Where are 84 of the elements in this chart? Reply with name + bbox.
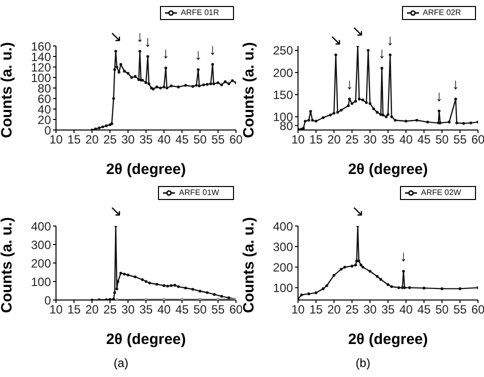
x-tick-label: 60 (471, 132, 484, 147)
x-tick-label: 60 (229, 302, 243, 317)
y-tick-label: 300 (30, 238, 52, 252)
text: (a) (112, 356, 130, 370)
x-tick-label: 30 (363, 302, 377, 317)
x-axis-title: 2θ (degree) (106, 331, 186, 348)
x-tick-label: 45 (175, 132, 189, 147)
annotation: ↓ (208, 41, 216, 58)
x-tick-label: 20 (327, 132, 341, 147)
y-tick-label: 200 (272, 260, 294, 274)
y-tick-label: 200 (272, 66, 294, 80)
annotation: ↘ (351, 23, 364, 40)
x-tick-label: 40 (157, 132, 171, 147)
x-tick-label: 30 (121, 132, 135, 147)
annotation: ↓ (144, 34, 152, 50)
x-tick-label: 60 (471, 302, 484, 317)
annotation: ↘ (109, 28, 122, 46)
x-tick-label: 25 (103, 132, 117, 147)
x-tick-label: 35 (139, 132, 153, 147)
y-axis-title: Counts (a. u.) (0, 217, 16, 313)
x-tick-label: 20 (85, 132, 99, 147)
text: (b) (354, 356, 372, 370)
y-tick-label: 400 (272, 219, 294, 234)
x-tick-label: 10 (49, 132, 63, 147)
x-tick-label: 45 (175, 302, 189, 317)
x-tick-label: 60 (229, 132, 243, 147)
x-tick-label: 55 (453, 132, 467, 147)
x-tick-label: 30 (363, 132, 377, 147)
y-axis-title: Counts (a. u.) (0, 42, 16, 138)
annotation: ↘ (109, 203, 122, 220)
y-tick-label: 100 (30, 274, 52, 289)
annotation: ↘ (351, 203, 364, 220)
x-tick-label: 15 (67, 132, 81, 147)
annotation: ↓ (435, 88, 443, 105)
legend-label: ARFE 01W (178, 188, 219, 198)
annotation: ↓ (400, 248, 408, 266)
y-tick-label: 400 (30, 219, 52, 234)
x-tick-label: 50 (193, 302, 207, 317)
x-tick-label: 10 (49, 302, 63, 317)
annotation: ↓ (346, 76, 354, 94)
x-tick-label: 40 (399, 132, 413, 147)
annotation: ↓ (378, 45, 386, 62)
x-tick-label: 55 (211, 132, 225, 147)
y-tick-label: 300 (272, 240, 294, 254)
x-tick-label: 25 (103, 302, 117, 317)
x-tick-label: 45 (417, 302, 431, 317)
x-tick-label: 25 (345, 302, 359, 317)
x-tick-label: 30 (121, 302, 135, 317)
y-tick-label: 200 (30, 256, 52, 270)
x-tick-label: 40 (399, 302, 413, 317)
x-tick-label: 50 (435, 132, 449, 147)
x-axis-title: 2θ (degree) (106, 161, 186, 178)
legend-label: ARFE 02W (420, 188, 461, 198)
annotation: ↓ (194, 46, 202, 64)
x-tick-label: 20 (327, 302, 341, 317)
x-tick-label: 10 (291, 132, 305, 147)
x-tick-label: 40 (157, 302, 171, 317)
x-tick-label: 55 (211, 302, 225, 317)
x-tick-label: 55 (453, 302, 467, 317)
x-tick-label: 50 (435, 302, 449, 317)
x-tick-label: 15 (309, 132, 323, 147)
x-axis-title: 2θ (degree) (348, 161, 428, 178)
x-tick-label: 20 (85, 302, 99, 317)
x-tick-label: 15 (309, 302, 323, 317)
x-tick-label: 15 (67, 302, 81, 317)
x-tick-label: 35 (381, 132, 395, 147)
y-tick-label: 150 (272, 88, 294, 102)
y-tick-label: 0 (44, 293, 52, 308)
x-tick-label: 45 (417, 132, 431, 147)
annotation: ↓ (452, 76, 460, 94)
x-tick-label: 50 (193, 132, 207, 147)
x-tick-label: 25 (345, 132, 359, 147)
x-tick-label: 35 (139, 302, 153, 317)
annotation: ↘ (329, 32, 342, 49)
x-tick-label: 35 (381, 302, 395, 317)
legend-label: ARFE 01R (180, 8, 219, 18)
x-axis-title: 2θ (degree) (348, 331, 428, 348)
annotation: ↓ (162, 45, 170, 62)
y-tick-label: 250 (272, 44, 294, 58)
annotation: ↓ (386, 32, 394, 49)
annotation: ↓ (136, 28, 144, 46)
legend-label: ARFE 02R (422, 8, 461, 18)
y-tick-label: 100 (272, 280, 294, 295)
x-tick-label: 10 (291, 302, 305, 317)
